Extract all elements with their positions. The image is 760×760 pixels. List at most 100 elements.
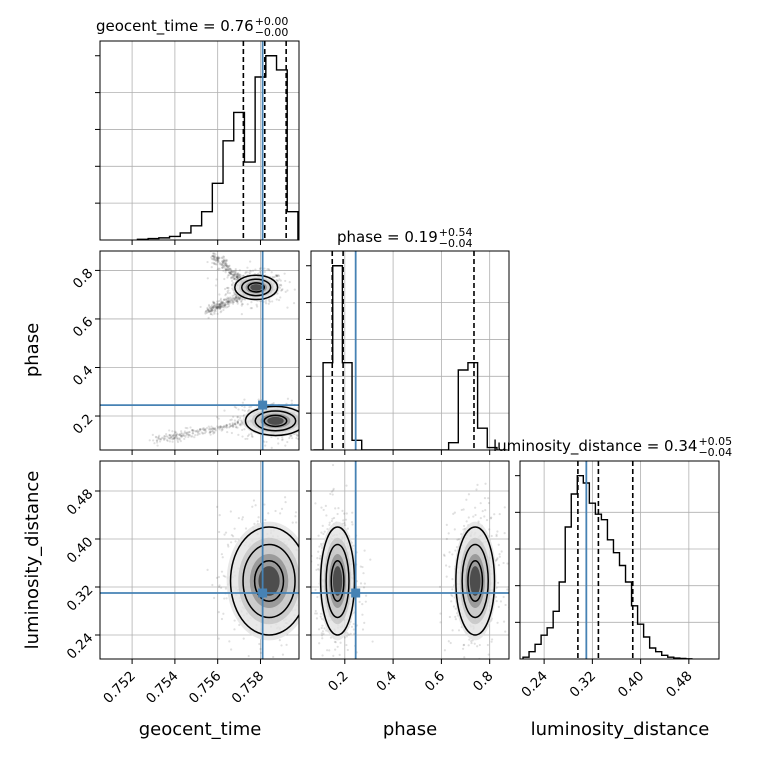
sample-point [315,594,317,596]
histogram-step-phase [313,265,507,450]
sample-point [317,534,320,537]
sample-point [454,615,457,618]
sample-point [233,527,236,530]
sample-point [221,556,224,559]
sample-point [219,304,222,307]
sample-point [209,433,212,436]
sample-point [462,643,466,646]
sample-point [227,300,230,303]
sample-point [214,429,217,432]
sample-point [211,252,215,255]
sample-point [211,254,214,258]
sample-point [160,438,163,441]
sample-point [223,597,226,600]
sample-point [234,295,237,298]
sample-point [239,423,243,426]
sample-point [243,406,246,409]
y-tick-label: 0.48 [64,486,97,519]
sample-point [216,268,219,271]
sample-point [204,429,207,432]
sample-point [235,298,238,301]
sample-point [359,565,362,568]
sample-point [229,296,232,299]
sample-point [233,273,236,276]
sample-point [228,268,231,271]
sample-point [168,440,172,443]
sample-point [234,271,238,275]
sample-point [320,663,322,665]
sample-point [443,554,446,557]
sample-point [218,303,221,306]
sample-point [258,642,261,646]
sample-point [235,296,238,300]
sample-point [300,567,302,569]
sample-point [213,262,216,265]
sample-point [352,622,355,626]
sample-point [221,256,224,259]
sample-point [228,296,231,299]
sample-point [227,301,230,304]
sample-point [223,303,226,306]
sample-point [216,425,219,428]
sample-point [228,271,231,274]
sample-point [216,307,219,310]
sample-point [230,283,234,286]
sample-point [303,437,305,439]
sample-point [291,521,294,524]
sample-point [204,430,208,433]
sample-point [156,439,159,442]
sample-point [212,301,215,304]
sample-point [286,306,289,309]
sample-point [235,295,238,299]
sample-point [301,414,303,416]
sample-point [225,597,228,600]
sample-point [168,434,171,437]
sample-point [238,297,241,300]
sample-point [227,300,230,303]
sample-point [450,600,453,603]
sample-point [347,633,350,636]
sample-point [277,274,280,277]
sample-point [214,260,218,263]
title-lower-error: −0.04 [698,446,732,459]
sample-point [231,299,234,303]
sample-point [223,266,226,269]
sample-point [241,435,244,438]
sample-point [290,402,293,405]
sample-point [253,522,256,525]
sample-point [232,271,235,274]
sample-point [216,255,219,258]
sample-point [170,435,173,439]
sample-point [240,300,243,304]
sample-point [216,257,220,261]
sample-point [263,503,266,506]
sample-point [229,267,232,270]
sample-point [237,516,240,520]
scatter-panel-phase-luminosity_distance [311,461,509,665]
sample-point [241,516,244,519]
sample-point [233,297,236,300]
sample-point [248,272,252,275]
sample-point [217,267,220,270]
sample-point [202,432,205,435]
sample-point [215,258,218,261]
sample-point [267,267,270,271]
sample-point [271,300,274,303]
sample-point [457,538,461,541]
sample-point [218,426,221,429]
sample-point [236,420,239,423]
sample-point [322,663,324,665]
sample-point [452,512,455,515]
sample-point [191,432,195,435]
sample-point [215,258,218,261]
sample-point [290,399,293,402]
sample-point [236,299,239,302]
sample-point [207,316,210,319]
sample-point [226,291,229,295]
sample-point [215,306,218,309]
sample-point [345,643,348,647]
sample-point [218,306,221,309]
sample-point [224,261,227,265]
x-axis-label-luminosity_distance: luminosity_distance [531,719,710,740]
sample-point [301,584,303,586]
